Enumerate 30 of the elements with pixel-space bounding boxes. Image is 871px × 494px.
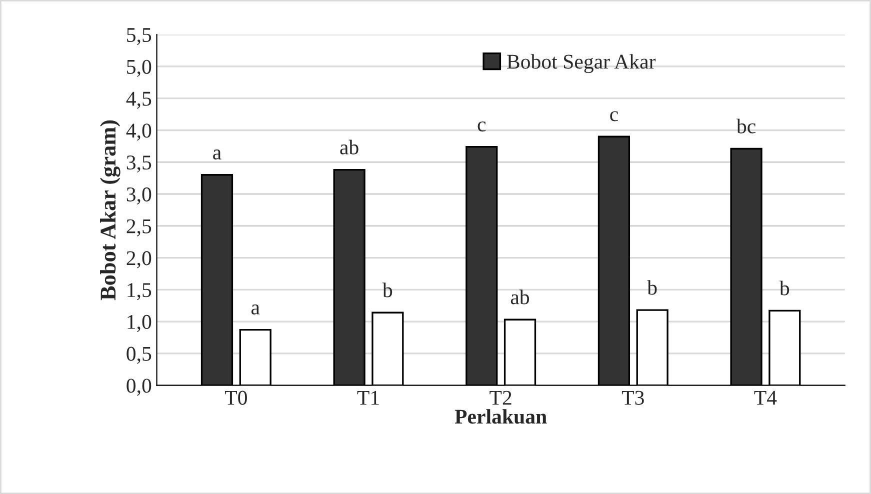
legend-label: Bobot Segar Akar <box>507 54 656 74</box>
data-label: b <box>647 280 657 295</box>
y-tick-label: 1,5 <box>128 283 152 300</box>
y-tick-label: 5,5 <box>127 28 152 46</box>
data-label: a <box>251 304 260 314</box>
x-tick-label: T3 <box>622 390 644 405</box>
y-tick-label: 2,5 <box>126 219 152 236</box>
y-tick-label: 5,0 <box>127 60 152 77</box>
x-axis-title: Perlakuan <box>454 409 547 424</box>
data-label: ab <box>510 290 530 304</box>
y-tick-label: 4,5 <box>126 92 152 109</box>
y-tick-label: 4,0 <box>126 124 152 141</box>
data-label: b <box>382 282 392 298</box>
x-tick-label: T4 <box>754 390 777 405</box>
x-tick-label: T1 <box>357 390 379 405</box>
y-tick-label: 1,0 <box>128 314 152 332</box>
data-label: c <box>478 121 486 132</box>
y-tick-label: 0,0 <box>126 378 152 396</box>
data-label: c <box>610 111 618 122</box>
y-axis-title: Bobot Akar (gram) <box>100 120 120 300</box>
data-label: bc <box>736 118 756 134</box>
x-tick-label: T2 <box>490 390 512 405</box>
data-label: b <box>779 280 790 296</box>
y-tick-label: 0,5 <box>126 346 152 364</box>
y-tick-label: 3,5 <box>126 156 152 173</box>
y-tick-label: 2,0 <box>126 251 152 268</box>
data-label: ab <box>340 140 358 154</box>
x-tick-label: T0 <box>224 390 247 405</box>
data-label: a <box>213 150 222 160</box>
y-tick-label: 3,0 <box>126 187 152 204</box>
